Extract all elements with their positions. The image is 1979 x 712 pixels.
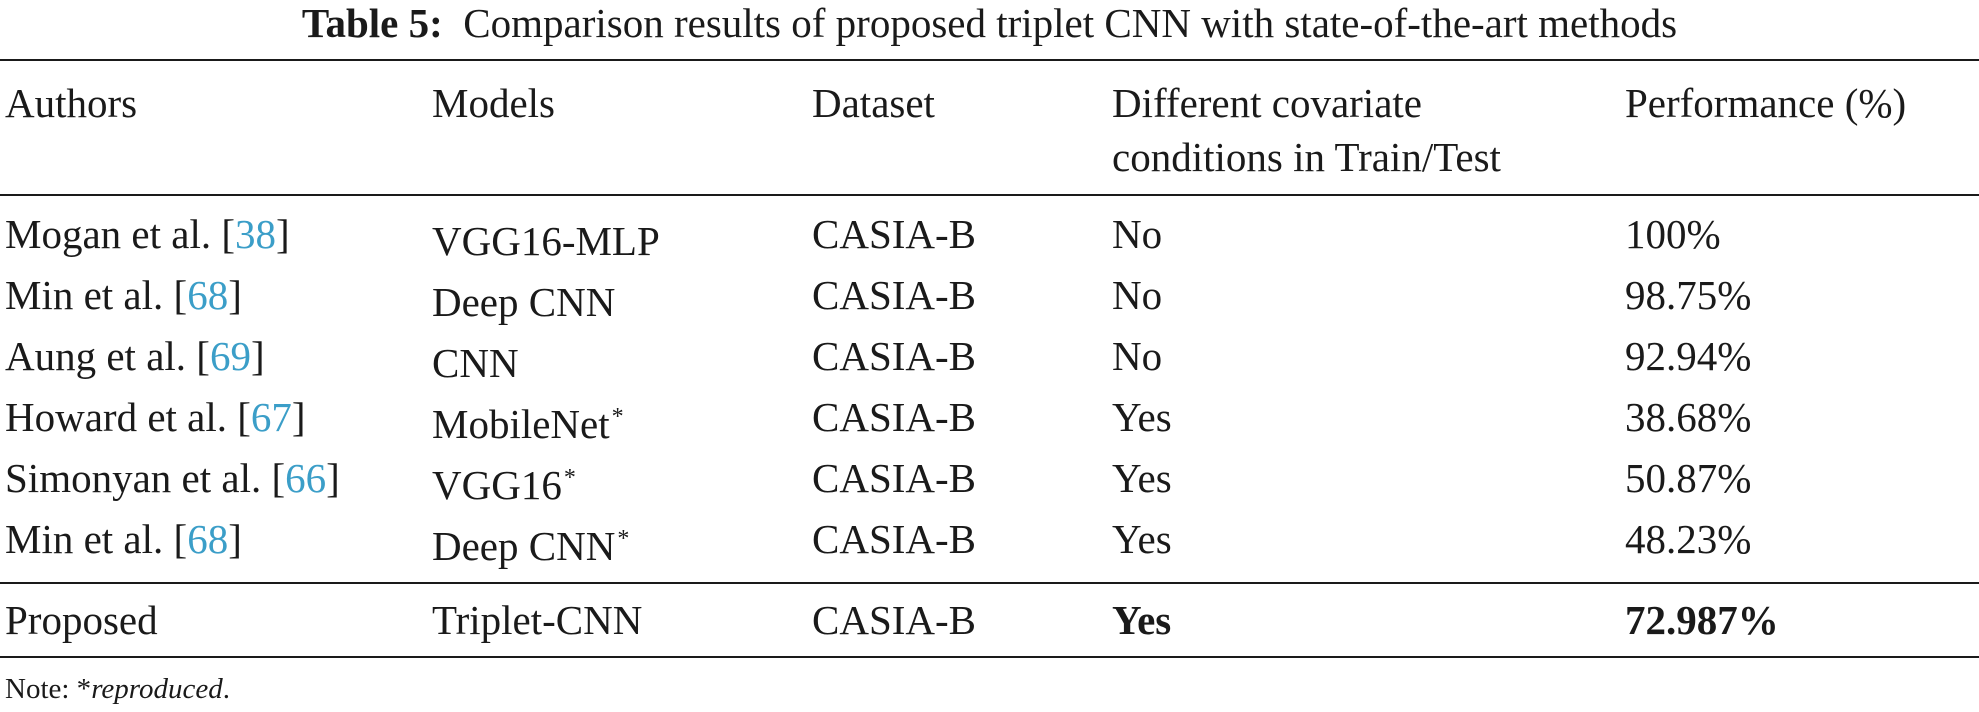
performance-cell: 92.94% bbox=[1625, 333, 1752, 379]
performance-cell: 50.87% bbox=[1625, 455, 1752, 501]
dataset-cell: CASIA-B bbox=[812, 333, 977, 379]
top-rule bbox=[0, 59, 1979, 61]
header-rule bbox=[0, 194, 1979, 196]
citation-link[interactable]: 69 bbox=[209, 333, 251, 379]
citation-link[interactable]: 66 bbox=[285, 455, 327, 501]
bottom-rule bbox=[0, 656, 1979, 658]
covariate-cell: No bbox=[1112, 211, 1163, 257]
dataset-cell: CASIA-B bbox=[812, 516, 977, 562]
dataset-cell: CASIA-B bbox=[812, 211, 977, 257]
header-models: Models bbox=[432, 80, 555, 126]
header-performance: Performance (%) bbox=[1625, 80, 1907, 126]
header-dataset: Dataset bbox=[812, 80, 935, 126]
performance-cell: 98.75% bbox=[1625, 272, 1752, 318]
header-authors: Authors bbox=[5, 80, 138, 126]
citation-link[interactable]: 68 bbox=[187, 516, 229, 562]
table-note: Note: *reproduced. bbox=[5, 673, 230, 705]
dataset-cell: CASIA-B bbox=[812, 455, 977, 501]
author-cell: Howard et al. [67] bbox=[5, 394, 306, 440]
covariate-cell: No bbox=[1112, 272, 1163, 318]
table-caption: Table 5: Comparison results of proposed … bbox=[0, 0, 1979, 46]
header-covariate-line2: conditions in Train/Test bbox=[1112, 134, 1501, 180]
covariate-cell: No bbox=[1112, 333, 1163, 379]
dataset-cell: CASIA-B bbox=[812, 272, 977, 318]
covariate-cell: Yes bbox=[1112, 516, 1172, 562]
proposed-dataset-cell: CASIA-B bbox=[812, 597, 977, 643]
covariate-cell: Yes bbox=[1112, 455, 1172, 501]
proposed-model-cell: Triplet-CNN bbox=[432, 597, 643, 643]
proposed-rule bbox=[0, 582, 1979, 584]
model-cell: VGG16-MLP bbox=[432, 218, 660, 264]
proposed-performance-cell: 72.987% bbox=[1625, 597, 1779, 643]
model-cell: VGG16* bbox=[432, 462, 576, 508]
dataset-cell: CASIA-B bbox=[812, 394, 977, 440]
proposed-author-cell: Proposed bbox=[5, 597, 158, 643]
author-cell: Mogan et al. [38] bbox=[5, 211, 290, 257]
citation-link[interactable]: 38 bbox=[234, 211, 276, 257]
table-title: Comparison results of proposed triplet C… bbox=[463, 0, 1678, 46]
model-cell: Deep CNN bbox=[432, 279, 616, 325]
performance-cell: 100% bbox=[1625, 211, 1721, 257]
citation-link[interactable]: 67 bbox=[250, 394, 292, 440]
table-label: Table 5: bbox=[301, 0, 443, 46]
citation-link[interactable]: 68 bbox=[187, 272, 229, 318]
reproduced-marker: * bbox=[611, 404, 624, 430]
performance-cell: 38.68% bbox=[1625, 394, 1752, 440]
author-cell: Min et al. [68] bbox=[5, 272, 242, 318]
header-covariate-line1: Different covariate bbox=[1112, 80, 1422, 126]
author-cell: Min et al. [68] bbox=[5, 516, 242, 562]
model-cell: MobileNet* bbox=[432, 401, 624, 447]
reproduced-marker: * bbox=[563, 465, 576, 491]
model-cell: CNN bbox=[432, 340, 519, 386]
reproduced-marker: * bbox=[617, 526, 630, 552]
proposed-covariate-cell: Yes bbox=[1112, 597, 1172, 643]
covariate-cell: Yes bbox=[1112, 394, 1172, 440]
performance-cell: 48.23% bbox=[1625, 516, 1752, 562]
model-cell: Deep CNN* bbox=[432, 523, 630, 569]
author-cell: Simonyan et al. [66] bbox=[5, 455, 340, 501]
author-cell: Aung et al. [69] bbox=[5, 333, 265, 379]
